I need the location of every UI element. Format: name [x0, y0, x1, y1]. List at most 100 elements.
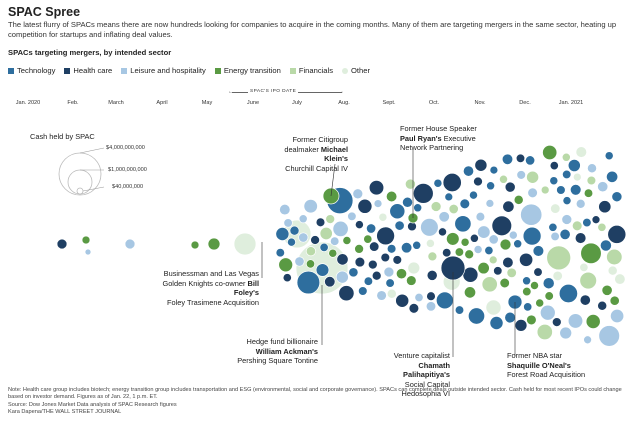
spac-bubble	[319, 226, 333, 241]
spac-bubble	[516, 170, 526, 180]
spac-bubble	[572, 172, 582, 182]
legend-item-health-care: Health care	[64, 66, 112, 75]
spac-bubble	[279, 203, 291, 216]
spac-bubble	[400, 242, 413, 254]
spac-bubble	[546, 245, 572, 271]
footer-source: Source: Dow Jones Market Data analysis o…	[8, 401, 177, 408]
spac-bubble	[315, 263, 330, 277]
spac-bubble	[559, 228, 571, 240]
chart-footer: Note: Health care group includes biotech…	[8, 387, 636, 417]
axis-title: SPAC'S IPO DATE	[248, 89, 299, 94]
spac-bubble	[282, 273, 292, 283]
spac-bubble	[522, 286, 532, 297]
annotation-foley: Businessman and Las Vegas Golden Knights…	[140, 269, 259, 307]
spac-bubble	[367, 259, 378, 270]
annotation-name: Paul Ryan's	[400, 133, 442, 143]
spac-bubble	[342, 236, 352, 245]
spac-bubble	[124, 238, 136, 250]
spac-bubble	[386, 244, 397, 254]
annotation-name: Michael Klein's	[320, 144, 348, 164]
spac-bubble	[442, 172, 462, 193]
x-tick-label: June	[246, 100, 260, 106]
spac-bubble	[446, 232, 460, 246]
spac-bubble	[298, 214, 308, 224]
spac-bubble	[607, 265, 618, 276]
annotation-line: Former House Speaker	[400, 124, 477, 133]
annotation-line: Hedge fund billionaire	[246, 337, 319, 346]
spac-bubble	[330, 236, 340, 246]
spac-bubble	[305, 246, 316, 257]
spac-bubble	[406, 275, 417, 286]
spac-bubble	[520, 203, 543, 226]
spac-bubble	[373, 199, 383, 208]
spac-bubble	[504, 311, 516, 324]
spac-bubble	[332, 220, 349, 237]
spac-bubble	[394, 220, 405, 231]
x-tick-label: March	[108, 100, 124, 106]
spac-bubble	[502, 256, 514, 269]
size-legend-circle-small	[76, 187, 84, 195]
legend-label: Technology	[17, 66, 56, 75]
spac-bubble	[582, 217, 592, 228]
spac-bubble	[303, 199, 318, 214]
spac-bubble	[491, 215, 513, 237]
spac-bubble	[604, 151, 614, 161]
legend-swatch	[342, 67, 349, 74]
spac-bubble	[579, 262, 589, 272]
spac-bubble	[522, 226, 542, 246]
spac-bubble	[354, 256, 366, 268]
spac-bubble	[544, 291, 554, 301]
annotation-line: Venture capitalist	[393, 351, 450, 360]
spac-bubble	[556, 185, 566, 195]
spac-bubble	[319, 242, 329, 252]
spac-bubble	[501, 153, 514, 165]
legend-label: Financials	[298, 66, 334, 75]
legend-item-leisure: Leisure and hospitality	[121, 66, 206, 75]
spac-bubble	[233, 232, 257, 256]
spac-bubble	[442, 248, 452, 258]
spac-bubble	[536, 323, 553, 341]
spac-bubble	[420, 218, 439, 237]
spac-bubble	[527, 187, 538, 199]
x-tick-label: Jan. 2020	[15, 100, 41, 106]
x-tick-label: May	[201, 100, 213, 106]
spac-bubble	[358, 286, 368, 296]
spac-bubble	[493, 266, 503, 276]
spac-bubble	[609, 295, 620, 306]
legend-item-other: Other	[342, 66, 370, 75]
spac-bubble	[607, 224, 627, 244]
spac-bubble	[567, 159, 581, 172]
legend-swatch	[214, 67, 221, 74]
x-tick-label: July	[292, 100, 302, 106]
spac-bubble	[426, 269, 438, 281]
spac-bubble	[599, 239, 612, 252]
spac-bubble	[469, 233, 479, 243]
spac-bubble	[376, 226, 395, 246]
spac-bubble	[535, 298, 545, 308]
spac-bubble	[552, 270, 563, 282]
sector-legend: Technology Health care Leisure and hospi…	[8, 66, 370, 75]
spac-bubble	[506, 267, 517, 278]
spac-bubble	[474, 158, 488, 172]
spac-bubble	[294, 256, 305, 267]
spac-bubble	[380, 252, 391, 263]
spac-bubble	[56, 238, 68, 250]
spac-bubble	[533, 267, 543, 277]
annotation-line: Foley Trasimene Acquisition	[166, 297, 259, 307]
legend-swatch	[121, 67, 128, 74]
spac-bubble	[84, 248, 92, 256]
spac-bubble	[315, 217, 326, 228]
spac-bubble	[559, 326, 573, 340]
spac-bubble	[407, 261, 421, 275]
cash-legend-value: $1,000,000,000	[108, 167, 147, 173]
spac-bubble	[298, 232, 309, 243]
legend-item-energy: Energy transition	[214, 66, 281, 75]
x-tick-label: Aug.	[338, 100, 350, 106]
spac-bubble	[335, 270, 349, 284]
spac-bubble	[469, 190, 478, 200]
spac-bubble	[414, 292, 424, 303]
spac-bubble	[526, 170, 540, 184]
spac-bubble	[352, 188, 364, 200]
cash-legend-value: $4,000,000,000	[106, 145, 145, 151]
